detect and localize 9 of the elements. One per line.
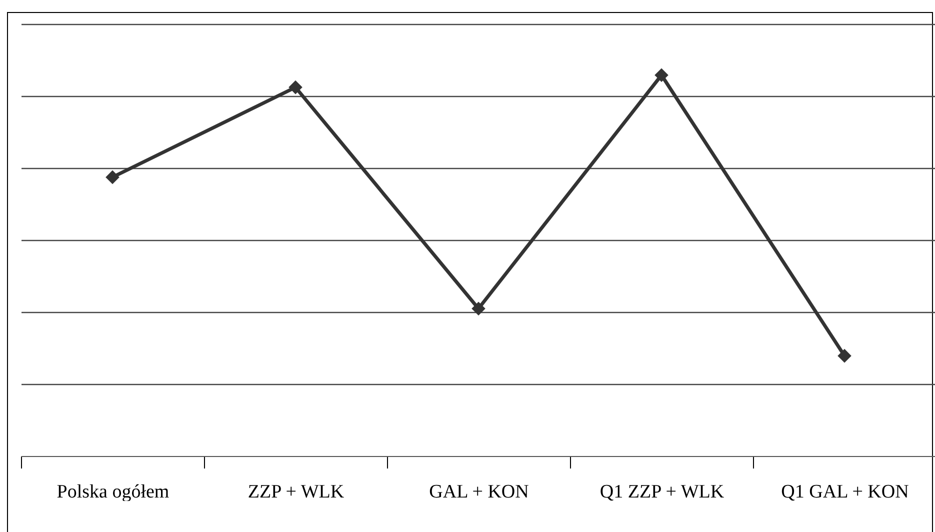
x-tick-label: Q1 GAL + KON (781, 482, 910, 502)
point (472, 302, 486, 316)
point (838, 348, 852, 363)
point (106, 170, 120, 184)
x-tick-label: ZZP + WLK (248, 482, 344, 502)
point (288, 80, 302, 94)
x-tick-label: Q1 ZZP + WLK (600, 482, 724, 502)
x-tick-label: GAL + KON (429, 482, 530, 502)
point (654, 68, 668, 82)
